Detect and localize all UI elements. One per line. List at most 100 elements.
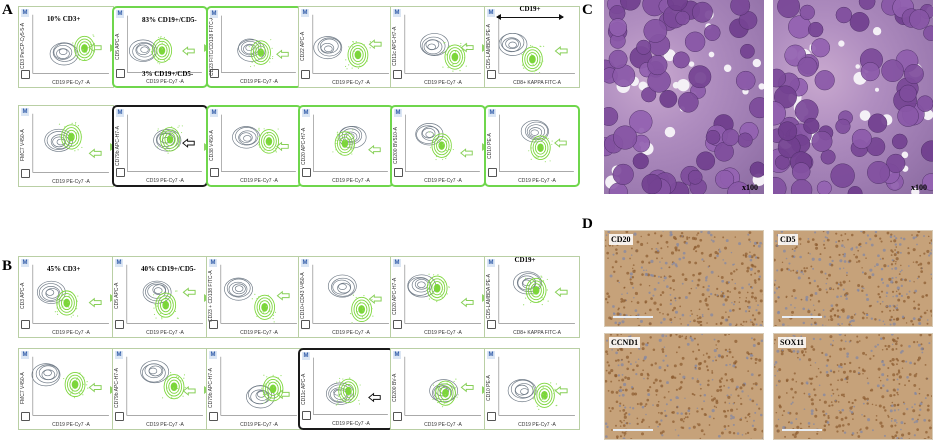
stained-cell [737,394,740,397]
stained-cell [678,335,682,339]
event-dot [445,140,448,142]
event-dot [262,297,264,299]
event-dot [355,382,357,384]
event-dot [543,135,545,138]
stained-cell [842,267,845,269]
green-gate-contour [254,294,276,320]
stained-cell [607,389,610,392]
event-dot [537,300,539,303]
stained-cell [839,259,843,263]
stained-cell [919,402,923,406]
stained-cell [826,291,829,294]
event-dot [541,297,543,299]
stained-cell [821,351,824,355]
green-gate-contour [442,388,449,398]
pointer-arrow-icon [182,287,196,298]
stained-cell [647,233,650,236]
stained-cell [912,261,915,263]
event-dot [253,65,255,67]
stained-cell [754,272,757,275]
stained-cell [891,362,894,365]
stained-cell [890,334,894,336]
event-dot [340,152,342,154]
event-dot [272,374,274,376]
event-dot [267,132,269,135]
event-dot [70,316,72,318]
stained-cell [674,299,677,302]
stained-cell [923,311,927,315]
stained-cell [606,301,609,304]
stained-cell [890,233,893,236]
quadrant-icon [302,411,311,420]
stained-cell [682,375,686,379]
stained-cell [629,422,631,425]
stained-cell [757,269,760,273]
stained-cell [700,251,704,255]
gray-contour [58,48,68,55]
stained-cell [636,422,639,426]
stained-cell [799,255,802,259]
flow-plot-tile: M CD200 BV-A CD19 PE-Cy7 -A [390,348,486,430]
event-dot [260,301,262,303]
stained-cell [624,388,628,392]
m-badge-icon: M [393,9,401,17]
event-dot [359,59,362,62]
event-dot [362,307,364,309]
stained-cell [782,249,786,253]
stained-cell [666,364,669,367]
stained-cell [828,404,831,408]
cell-nucleus [773,176,787,194]
stained-cell [670,321,673,324]
stained-cell [896,286,900,290]
stained-cell [843,254,846,258]
stained-cell [916,428,920,431]
stained-cell [654,378,658,382]
stained-cell [720,377,723,380]
stained-cell [909,361,912,365]
stained-cell [837,240,841,243]
stained-cell [908,373,912,376]
stained-cell [609,274,613,278]
event-dot [160,36,162,38]
stained-cell [900,278,903,281]
stained-cell [674,237,677,241]
event-dot [465,65,467,67]
event-dot [57,303,59,305]
m-badge-icon: M [116,109,124,117]
stained-cell [901,367,904,369]
stained-cell [887,414,889,417]
panel-label-c: C [582,2,593,18]
stained-cell [669,233,673,237]
stained-cell [684,277,688,282]
event-dot [177,387,179,390]
stained-cell [896,359,900,362]
stained-cell [826,231,830,234]
stained-cell [625,355,630,359]
stained-cell [730,251,733,254]
event-dot [54,311,56,313]
stained-cell [776,349,780,353]
stained-cell [894,249,896,251]
stained-cell [656,257,658,260]
event-dot [161,48,163,50]
stained-cell [740,397,742,400]
stained-cell [618,394,621,397]
stained-cell [696,343,700,346]
stained-cell [865,353,867,356]
gray-contour [45,288,60,299]
stained-cell [620,363,624,367]
stained-cell [890,319,893,321]
stained-cell [695,287,698,289]
plot-axes [498,264,575,324]
stained-cell [897,437,900,439]
stained-cell [615,351,618,355]
stained-cell [724,414,728,418]
event-dot [532,279,534,281]
stained-cell [725,363,728,367]
stained-cell [657,425,660,428]
stained-cell [659,431,663,435]
stained-cell [751,321,754,324]
green-gate-contour [151,38,173,63]
stained-cell [724,262,727,265]
stained-cell [733,300,736,303]
